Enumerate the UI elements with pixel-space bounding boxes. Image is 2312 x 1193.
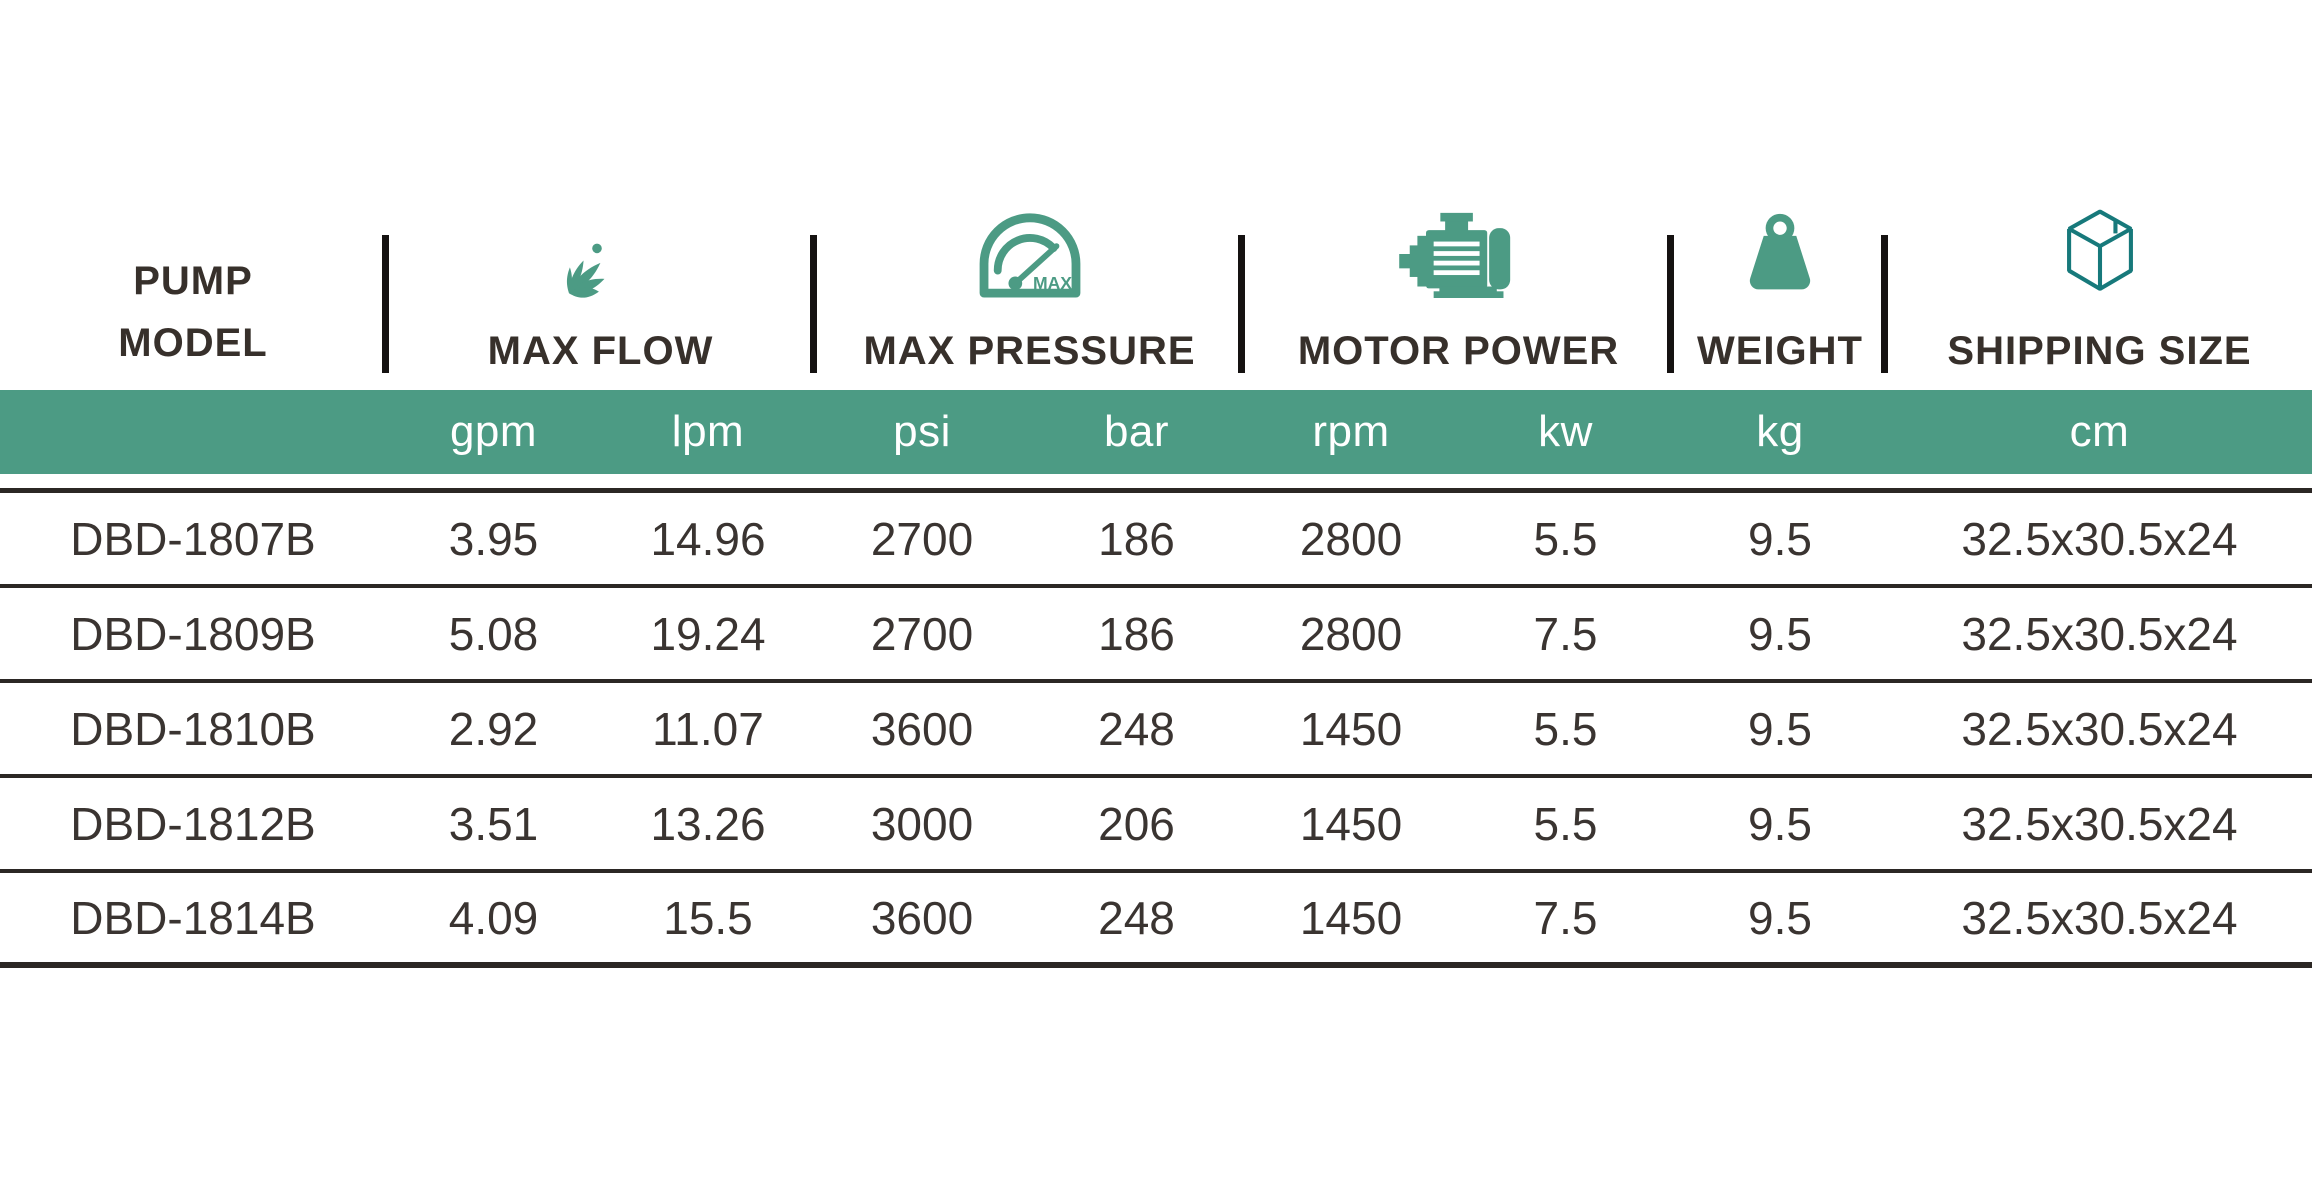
cell-psi: 3000 (870, 797, 974, 850)
table-row: DBD-1810B 2.92 11.07 3600 248 1450 5.5 9… (0, 683, 2312, 778)
pump-model-heading-line2: MODEL (118, 321, 268, 365)
cell-rpm: 1450 (1299, 891, 1403, 944)
cell-model: DBD-1812B (70, 797, 316, 850)
cell-kg: 9.5 (1748, 891, 1812, 944)
cell-bar: 206 (1098, 797, 1175, 850)
weight-icon (1736, 210, 1824, 303)
header-group-motor-power: MOTOR POWER (1244, 210, 1673, 374)
cell-kg: 9.5 (1748, 797, 1812, 850)
table-body: DBD-1807B 3.95 14.96 2700 186 2800 5.5 9… (0, 493, 2312, 968)
water-splash-icon (555, 218, 647, 303)
table-row: DBD-1812B 3.51 13.26 3000 206 1450 5.5 9… (0, 778, 2312, 873)
cell-cm: 32.5x30.5x24 (1961, 512, 2238, 565)
header-group-shipping-size: SHIPPING SIZE (1887, 207, 2312, 374)
cell-rpm: 1450 (1299, 797, 1403, 850)
electric-motor-icon (1398, 210, 1519, 303)
cell-kw: 7.5 (1533, 891, 1598, 944)
cell-bar: 248 (1098, 702, 1175, 755)
max-pressure-heading: MAX PRESSURE (863, 329, 1196, 373)
cell-psi: 2700 (870, 512, 974, 565)
cell-psi: 3600 (870, 891, 974, 944)
table-row: DBD-1814B 4.09 15.5 3600 248 1450 7.5 9.… (0, 873, 2312, 968)
cell-lpm: 14.96 (650, 512, 766, 565)
cell-kw: 5.5 (1533, 702, 1598, 755)
cell-gpm: 3.95 (448, 512, 539, 565)
cell-lpm: 11.07 (652, 702, 764, 755)
cell-kw: 7.5 (1533, 607, 1598, 660)
cell-gpm: 2.92 (448, 702, 539, 755)
cell-lpm: 13.26 (650, 797, 766, 850)
cell-lpm: 19.24 (650, 607, 766, 660)
weight-heading: WEIGHT (1697, 329, 1863, 373)
header-divider (1667, 235, 1674, 373)
cell-kg: 9.5 (1748, 607, 1812, 660)
cell-rpm: 1450 (1299, 702, 1403, 755)
table-header: PUMP MODEL MAX FLOW (0, 0, 2312, 390)
cell-cm: 32.5x30.5x24 (1961, 607, 2238, 660)
cell-model: DBD-1810B (70, 702, 316, 755)
header-group-weight: WEIGHT (1673, 210, 1887, 374)
table-row: DBD-1809B 5.08 19.24 2700 186 2800 7.5 9… (0, 588, 2312, 683)
cell-model: DBD-1807B (70, 512, 316, 565)
units-header-bar: gpm lpm psi bar rpm kw kg cm (0, 390, 2312, 474)
cell-cm: 32.5x30.5x24 (1961, 891, 2238, 944)
unit-cell-lpm: lpm (671, 407, 745, 456)
header-divider (810, 235, 817, 373)
cell-model: DBD-1809B (70, 607, 316, 660)
unit-cell-kw: kw (1538, 407, 1593, 456)
cell-cm: 32.5x30.5x24 (1961, 797, 2238, 850)
shipping-box-icon (2060, 207, 2140, 303)
unit-cell-psi: psi (893, 407, 951, 456)
cell-model: DBD-1814B (70, 891, 316, 944)
cell-bar: 186 (1098, 607, 1175, 660)
cell-rpm: 2800 (1299, 607, 1403, 660)
cell-psi: 2700 (870, 607, 974, 660)
pump-model-heading: PUMP MODEL (118, 250, 267, 374)
unit-cell-cm: cm (2069, 407, 2130, 456)
table-row: DBD-1807B 3.95 14.96 2700 186 2800 5.5 9… (0, 493, 2312, 588)
cell-kw: 5.5 (1533, 797, 1598, 850)
header-divider (1238, 235, 1245, 373)
cell-gpm: 4.09 (448, 891, 539, 944)
cell-cm: 32.5x30.5x24 (1961, 702, 2238, 755)
header-group-pump-model: PUMP MODEL (0, 250, 386, 374)
unit-cell-gpm: gpm (449, 407, 538, 456)
cell-kg: 9.5 (1748, 512, 1812, 565)
cell-kg: 9.5 (1748, 702, 1812, 755)
cell-bar: 186 (1098, 512, 1175, 565)
pressure-gauge-icon: MAX (971, 208, 1089, 303)
cell-gpm: 5.08 (448, 607, 539, 660)
cell-psi: 3600 (870, 702, 974, 755)
unit-cell-kg: kg (1756, 407, 1804, 456)
max-flow-heading: MAX FLOW (487, 329, 714, 373)
header-divider (382, 235, 389, 373)
cell-bar: 248 (1098, 891, 1175, 944)
header-divider (1881, 235, 1888, 373)
shipping-size-heading: SHIPPING SIZE (1947, 329, 2252, 373)
cell-kw: 5.5 (1533, 512, 1598, 565)
motor-power-heading: MOTOR POWER (1297, 329, 1620, 373)
header-group-max-flow: MAX FLOW (386, 218, 815, 374)
unit-cell-rpm: rpm (1312, 407, 1390, 456)
unit-cell-bar: bar (1103, 407, 1170, 456)
table-top-rule (0, 488, 2312, 493)
pump-model-heading-line1: PUMP (133, 259, 253, 303)
cell-lpm: 15.5 (663, 891, 753, 944)
cell-gpm: 3.51 (448, 797, 539, 850)
cell-rpm: 2800 (1299, 512, 1403, 565)
header-group-max-pressure: MAX MAX PRESSURE (815, 208, 1244, 374)
gauge-max-text: MAX (1032, 273, 1071, 293)
